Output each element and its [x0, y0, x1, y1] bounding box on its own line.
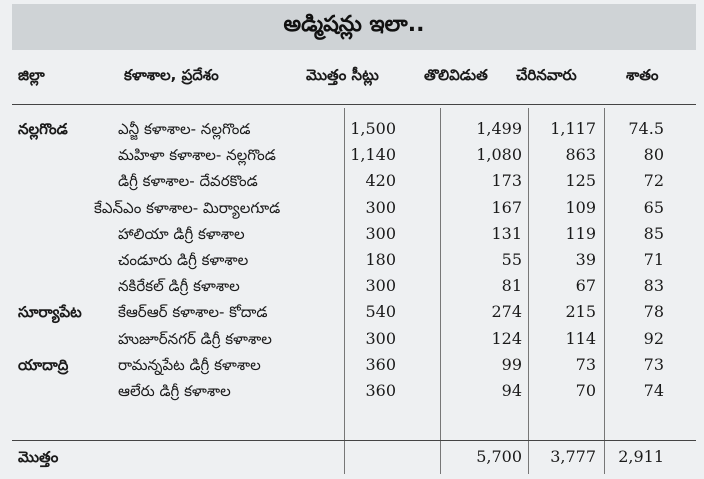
row-joined: 67 [575, 276, 596, 296]
row-total-seats: 540 [365, 302, 396, 322]
row-percent: 65 [643, 197, 664, 217]
row-total-seats: 1,500 [350, 119, 396, 138]
header-first-phase: తొలివిడుత [424, 66, 488, 84]
row-percent: 72 [643, 171, 664, 191]
row-college: హుజూర్‌నగర్ డిగ్రీ కళాశాల [118, 329, 272, 348]
row-percent: 80 [643, 145, 664, 165]
row-total-seats: 300 [365, 328, 396, 348]
row-college: డిగ్రీ కళాశాల- దేవరకొండ [118, 172, 258, 191]
row-first-phase: 124 [491, 328, 522, 348]
row-percent: 74.5 [628, 119, 664, 138]
row-percent: 92 [643, 328, 664, 348]
total-label: మొత్తం [18, 448, 59, 466]
row-total-seats: 420 [365, 171, 396, 191]
row-first-phase: 99 [501, 354, 522, 374]
row-joined: 114 [565, 328, 596, 348]
header-rule [12, 104, 696, 105]
row-first-phase: 274 [491, 302, 522, 322]
row-total-seats: 360 [365, 381, 396, 400]
row-first-phase: 94 [501, 381, 522, 400]
row-college: నకిరేకల్ డిగ్రీ కళాశాల [118, 277, 240, 296]
column-divider [528, 108, 529, 474]
row-joined: 1,117 [550, 119, 596, 138]
row-district: సూర్యాపేట [18, 303, 82, 322]
row-college: హాలియా డిగ్రీ కళాశాల [118, 224, 245, 243]
header-total-seats: మొత్తం సీట్లు [306, 66, 379, 84]
header-college: కళాశాల, ప్రదేశం [124, 66, 219, 84]
column-divider [604, 108, 605, 474]
total-first-phase: 5,700 [476, 447, 522, 466]
row-college: ఎన్జీ కళాశాల- నల్లగొండ [118, 120, 251, 138]
row-joined: 70 [575, 381, 596, 400]
row-college: చండూరు డిగ్రీ కళాశాల [118, 251, 249, 269]
row-first-phase: 167 [491, 197, 522, 217]
row-total-seats: 300 [365, 276, 396, 296]
total-percent: 2,911 [618, 447, 664, 466]
row-joined: 119 [565, 223, 596, 243]
row-first-phase: 131 [491, 223, 522, 243]
row-joined: 215 [565, 302, 596, 322]
row-college: మహిళా కళాశాల- నల్లగొండ [118, 146, 276, 165]
row-first-phase: 55 [501, 250, 522, 269]
row-joined: 125 [565, 171, 596, 191]
row-total-seats: 180 [365, 250, 396, 269]
row-first-phase: 1,499 [476, 119, 522, 138]
table-title: అడ్మిషన్లు ఇలా.. [12, 4, 696, 50]
row-joined: 39 [575, 250, 596, 269]
row-percent: 85 [643, 223, 664, 243]
row-percent: 83 [643, 276, 664, 296]
total-rule [12, 440, 696, 441]
row-first-phase: 81 [501, 276, 522, 296]
row-college: కేఆర్ఆర్ కళాశాల- కోదాడ [118, 303, 268, 322]
row-percent: 73 [643, 354, 664, 374]
row-joined: 863 [565, 145, 596, 165]
row-college: రామన్నపేట డిగ్రీ కళాశాల [118, 355, 261, 374]
row-percent: 71 [643, 250, 664, 269]
row-total-seats: 300 [365, 197, 396, 217]
row-total-seats: 360 [365, 354, 396, 374]
row-total-seats: 300 [365, 223, 396, 243]
row-joined: 109 [565, 197, 596, 217]
row-total-seats: 1,140 [350, 145, 396, 165]
column-divider [440, 108, 441, 474]
row-joined: 73 [575, 354, 596, 374]
header-joined: చేరినవారు [516, 66, 577, 84]
column-divider [344, 108, 345, 474]
row-percent: 74 [643, 381, 664, 400]
header-district: జిల్లా [18, 66, 45, 84]
row-first-phase: 173 [491, 171, 522, 191]
row-district: నల్లగొండ [18, 120, 68, 138]
row-first-phase: 1,080 [476, 145, 522, 165]
row-college: కేఎన్ఎం కళాశాల- మిర్యాలగూడ [94, 198, 281, 217]
header-percent: శాతం [626, 66, 659, 84]
row-district: యాదాద్రి [18, 355, 69, 374]
total-joined: 3,777 [550, 447, 596, 466]
row-percent: 78 [643, 302, 664, 322]
row-college: ఆలేరు డిగ్రీ కళాశాల [118, 382, 231, 400]
